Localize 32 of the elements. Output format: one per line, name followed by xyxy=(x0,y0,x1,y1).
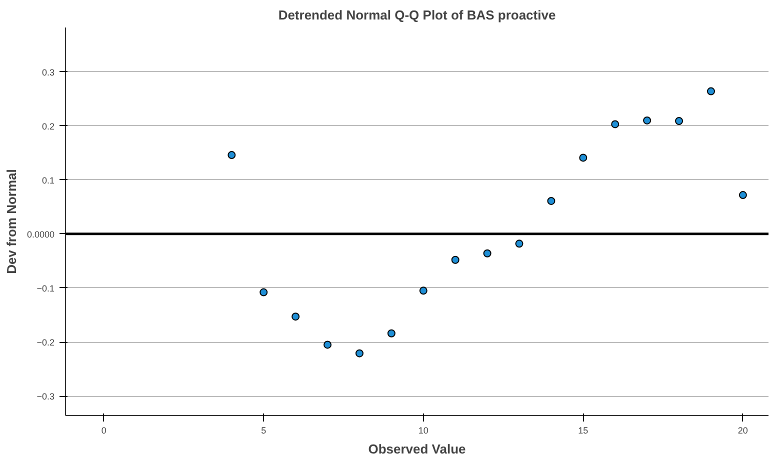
point xyxy=(451,256,460,264)
y-tick-label: 0.2 xyxy=(42,121,55,132)
point xyxy=(515,240,524,248)
point xyxy=(738,191,747,200)
point xyxy=(292,312,300,321)
x-axis-title: Observed Value xyxy=(368,442,466,456)
y-tick-label: −0.3 xyxy=(36,392,55,402)
point xyxy=(706,87,715,96)
x-tick-label: 0 xyxy=(101,426,106,436)
y-tick-label: 0.0000 xyxy=(26,229,55,240)
y-tick-label: −0.2 xyxy=(36,338,55,348)
x-tick-label: 15 xyxy=(578,426,588,436)
point xyxy=(643,116,652,124)
y-tick-label: 0.3 xyxy=(42,67,55,78)
point xyxy=(579,154,588,162)
chart-title: Detrended Normal Q-Q Plot of BAS proactive xyxy=(278,8,556,22)
point xyxy=(324,340,332,349)
point xyxy=(228,151,236,160)
y-axis-title: Dev from Normal xyxy=(4,169,19,274)
y-tick-label: −0.1 xyxy=(36,283,55,294)
point xyxy=(355,349,364,358)
point xyxy=(675,116,684,125)
x-tick-label: 5 xyxy=(261,426,266,436)
point xyxy=(611,120,620,128)
point xyxy=(547,196,556,205)
point xyxy=(483,249,492,258)
point xyxy=(387,329,396,338)
point xyxy=(419,286,428,295)
y-tick-label: 0.1 xyxy=(42,175,55,186)
x-tick-label: 10 xyxy=(418,426,428,436)
point xyxy=(260,288,268,296)
x-tick-label: 20 xyxy=(738,426,748,436)
